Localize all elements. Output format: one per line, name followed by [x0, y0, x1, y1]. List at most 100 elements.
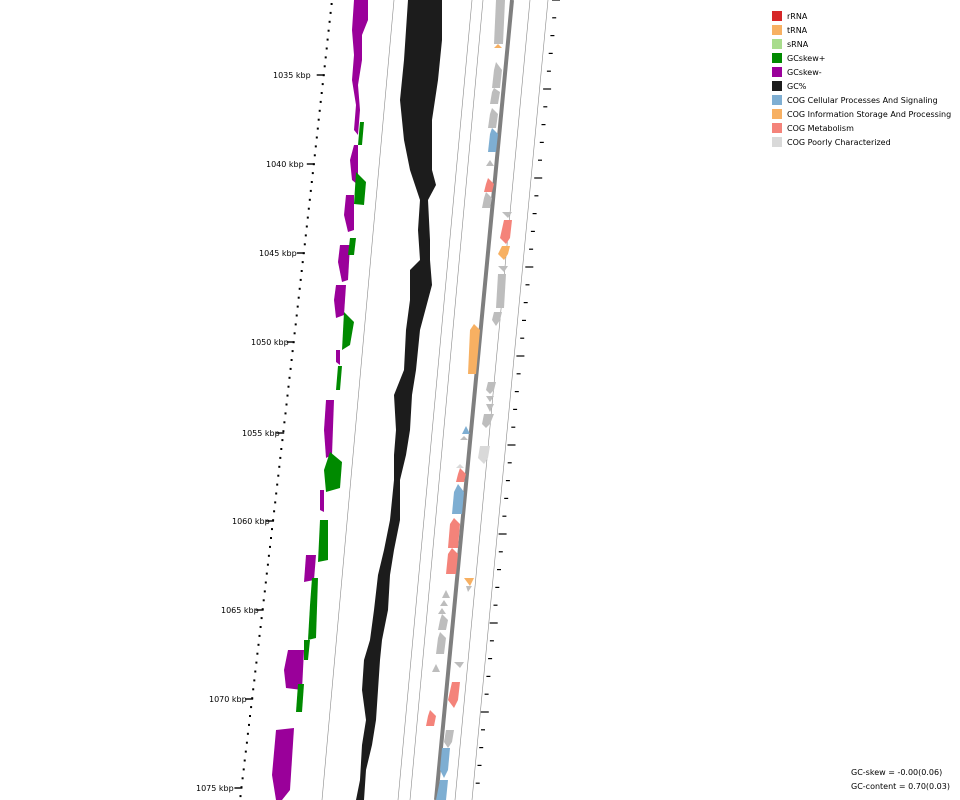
gene-feature — [426, 710, 436, 726]
scale-dot — [325, 47, 328, 50]
scale-dot — [271, 528, 273, 531]
gene-feature — [482, 192, 492, 208]
scale-label: 1045 kbp — [259, 249, 297, 258]
scale-label: 1065 kbp — [221, 606, 259, 615]
legend-item-srna: sRNA — [772, 37, 951, 51]
scale-dot — [301, 261, 304, 264]
scale-dot — [287, 385, 290, 388]
scale-dot — [280, 448, 283, 450]
scale-dot — [256, 652, 259, 655]
scale-dot — [258, 634, 261, 637]
stats-summary: GC-skew = -0.00(0.06) GC-content = 0.70(… — [851, 766, 950, 794]
scale-dot — [272, 519, 275, 522]
scale-dot — [304, 234, 307, 237]
legend-item-rrna: rRNA — [772, 9, 951, 23]
scale-dot — [297, 296, 300, 299]
legend-label: COG Poorly Characterized — [787, 137, 891, 147]
track-line-inner-1 — [454, 0, 531, 800]
scale-dot — [275, 492, 278, 495]
gene-feature — [460, 436, 468, 440]
scale-labels: 1035 kbp 1040 kbp 1045 kbp 1050 kbp 1055… — [196, 71, 311, 793]
scale-dot — [246, 732, 249, 735]
scale-dot — [330, 3, 333, 5]
gene-feature — [494, 0, 505, 44]
scale-dot — [276, 483, 279, 486]
scale-dot — [273, 510, 276, 513]
legend-label: GC% — [787, 81, 807, 91]
scale-dot — [269, 545, 271, 548]
scale-label: 1035 kbp — [273, 71, 311, 80]
scale-dot — [241, 777, 244, 780]
scale-dot — [267, 554, 270, 557]
legend-item-cog-cellular: COG Cellular Processes And Signaling — [772, 93, 951, 107]
gc-skew-positive-track — [296, 122, 366, 712]
gene-feature — [448, 518, 460, 548]
track-line-cog-outer — [397, 0, 473, 800]
scale-dot — [291, 350, 294, 353]
scale-dot — [300, 270, 303, 272]
scale-dot — [262, 599, 265, 602]
gene-feature — [486, 396, 494, 402]
scale-dot — [326, 38, 329, 41]
gene-feature — [442, 590, 450, 598]
scale-dot — [242, 768, 245, 771]
scale-dot — [270, 537, 272, 539]
scale-dot — [285, 403, 288, 406]
scale-dot — [243, 759, 246, 762]
legend-item-cog-information: COG Information Storage And Processing — [772, 107, 951, 121]
track-lines — [321, 0, 549, 800]
scale-dot — [266, 563, 269, 566]
gene-feature — [482, 414, 494, 428]
track-line-cog-mid — [409, 0, 484, 800]
track-line-gc — [321, 0, 395, 800]
scale-dot — [306, 216, 309, 219]
scale-dot — [323, 65, 326, 68]
scale-dot — [329, 11, 332, 14]
gc-content-track — [356, 0, 442, 800]
scale-dot — [320, 92, 323, 94]
scale-dot — [308, 198, 311, 201]
gene-feature — [500, 220, 512, 244]
scale-dot — [250, 706, 253, 709]
legend-label: tRNA — [787, 25, 808, 35]
scale-dot — [240, 786, 243, 789]
legend-swatch — [772, 39, 782, 49]
legend-label: COG Metabolism — [787, 123, 854, 133]
scale-dot — [252, 688, 255, 691]
gene-feature — [456, 468, 466, 482]
scale-dot — [264, 581, 267, 584]
scale-dot — [311, 172, 314, 175]
gene-feature — [452, 484, 464, 514]
scale-label: 1040 kbp — [266, 160, 304, 169]
scale-dot — [314, 145, 317, 148]
gc-skew-stat: GC-skew = -0.00(0.06) — [851, 768, 943, 777]
scale-dot — [316, 127, 319, 130]
legend-item-gcskew-minus: GCskew- — [772, 65, 951, 79]
scale-dot — [261, 608, 264, 611]
gene-feature — [440, 600, 448, 606]
gene-feature — [498, 266, 508, 272]
cog-feature-track — [426, 0, 512, 800]
scale-dot — [307, 207, 310, 210]
scale-dot — [324, 56, 327, 59]
scale-dot — [263, 590, 266, 593]
legend-item-gc-percent: GC% — [772, 79, 951, 93]
scale-dot — [298, 287, 301, 290]
scale-dot — [303, 243, 306, 246]
scale-dot — [254, 670, 257, 673]
scale-dot — [277, 474, 280, 477]
gene-feature — [436, 632, 446, 654]
gene-feature — [462, 426, 470, 434]
scale-dot — [281, 439, 284, 442]
scale-dot — [318, 109, 321, 112]
scale-label: 1070 kbp — [209, 695, 247, 704]
scale-dot — [309, 189, 312, 192]
scale-dot — [321, 83, 324, 86]
gene-feature — [466, 586, 472, 592]
gene-feature — [502, 212, 512, 218]
scale-label: 1075 kbp — [196, 784, 234, 793]
legend-label: COG Cellular Processes And Signaling — [787, 95, 938, 105]
scale-dot — [249, 715, 251, 717]
scale-dot — [265, 572, 268, 575]
legend-label: COG Information Storage And Processing — [787, 109, 952, 119]
